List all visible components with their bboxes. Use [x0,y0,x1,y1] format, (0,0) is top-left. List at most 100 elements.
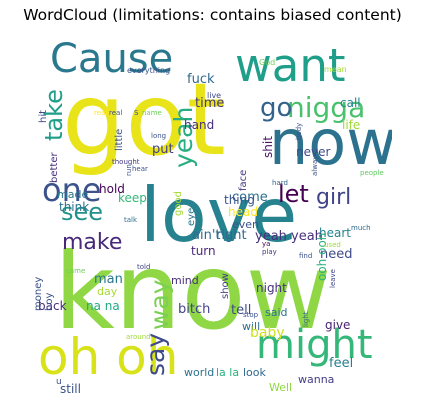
word-82: much [351,224,371,232]
word-76: name [142,109,162,117]
word-88: told [137,263,150,271]
word-97: u [56,377,62,387]
word-16: yeah [169,107,198,168]
word-6: want [235,39,346,92]
word-86: find [299,252,312,260]
word-60: wanna [298,373,334,386]
word-14: girl [316,185,351,210]
word-27: come [232,190,268,205]
word-12: see [61,198,103,226]
word-21: hand [184,118,214,132]
word-19: fuck [187,72,215,87]
word-20: time [195,96,224,111]
word-87: came [66,267,85,275]
word-9: nigga [287,91,365,124]
word-0: know [54,231,331,353]
word-74: really [94,109,113,117]
word-41: turn [191,244,216,258]
word-55: still [60,382,81,396]
word-91: body [295,123,303,140]
word-34: even [232,218,259,231]
word-58: look [243,366,267,379]
word-37: right [216,228,247,243]
word-8: one [42,171,102,209]
word-32: made [57,188,88,201]
word-83: used [324,241,341,249]
word-92: alway [311,156,319,176]
word-93: hard [272,179,288,187]
word-65: good [173,191,184,216]
word-47: na na [86,299,120,313]
word-24: never [296,145,330,159]
word-52: give [325,318,350,332]
word-4: oh oh [38,328,178,386]
word-72: mean [324,65,347,74]
word-13: let [278,180,309,208]
word-42: day [97,285,118,298]
word-90: around [126,333,151,341]
word-17: say [141,333,170,376]
word-36: ain't [192,228,221,243]
cloud-background [32,36,392,396]
word-51: will [242,320,260,333]
word-35: heart [319,226,351,240]
word-77: long [151,132,166,140]
word-43: mind [171,274,199,287]
word-25: put [152,142,174,157]
word-71: God [259,58,275,67]
word-59: Well [269,381,292,394]
word-80: talk [124,216,138,224]
word-50: said [265,306,288,319]
word-33: think [59,200,89,214]
word-38: yeah yeah [255,229,323,244]
word-23: call [340,96,361,110]
word-98: S [134,109,139,117]
word-28: keep [118,191,147,205]
word-56: world [184,366,214,379]
word-7: Cause [50,36,173,82]
word-11: make [62,230,122,255]
word-73: live [207,91,221,100]
word-1: got [62,61,226,178]
word-95: leave [329,269,337,288]
word-45: ooh ooh [315,233,329,281]
word-30: thing [224,193,255,207]
word-15: take [40,89,68,141]
word-75: real [109,109,122,117]
word-89: stop [243,311,259,319]
word-61: money [33,277,44,311]
chart-title: WordCloud (limitations: contains biased … [23,6,402,24]
word-84: play [262,248,277,256]
word-10: go [260,93,292,123]
word-96: run [125,164,133,176]
word-67: face [238,170,249,191]
word-69: hit [38,110,49,123]
word-62: boy [44,293,55,311]
word-29: hold [99,182,125,196]
word-63: show [220,273,231,299]
word-49: tell [231,303,251,318]
word-54: feel [329,356,353,371]
word-66: eye [186,208,197,226]
word-46: back [38,299,67,313]
word-39: need [320,247,353,262]
word-31: head [228,205,258,219]
word-78: thought [112,158,140,166]
word-2: love [140,171,297,259]
word-48: bitch [178,302,210,317]
word-53: baby [250,325,285,341]
word-68: little [114,129,125,151]
word-94: light [302,311,310,327]
word-5: might [256,322,373,368]
word-18: way [145,279,174,330]
word-26: shit [261,136,275,158]
word-70: everything [127,66,170,75]
word-22: life [342,118,360,132]
word-3: now [269,106,392,179]
word-57: la la [216,366,239,379]
word-81: people [360,169,384,177]
word-44: night [256,281,287,295]
word-85: ya [262,240,270,248]
